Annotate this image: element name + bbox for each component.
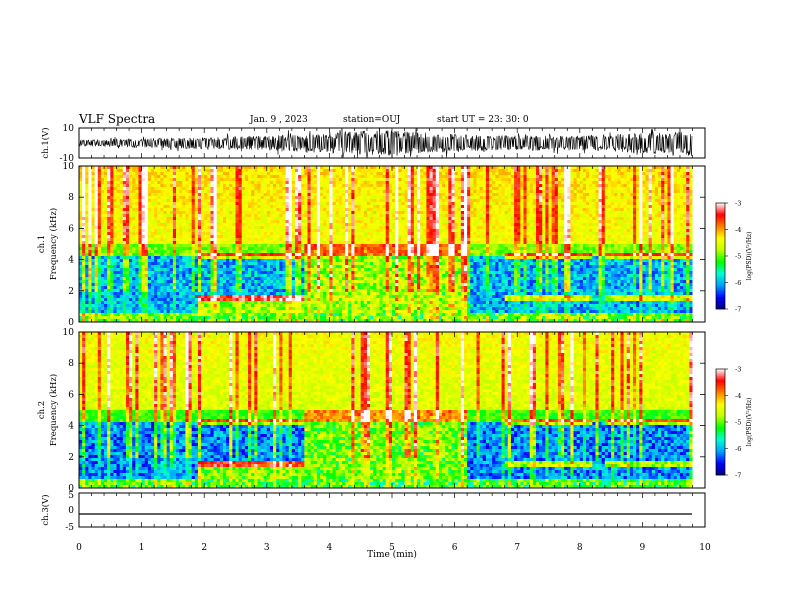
colorbar-tick-label: -6 [735,279,741,287]
colorbar-tick-label: -7 [735,472,741,480]
colorbar-tick-label: -3 [735,366,741,374]
spectrogram-ytick-label: 2 [68,287,74,297]
spectrogram-ytick-label: 4 [68,422,74,432]
ch2-spectrogram-ylabel-ch: ch.2 [37,401,47,419]
xaxis-label: Time (min) [367,549,417,560]
xaxis-tick-label: 8 [577,543,583,553]
spectrogram-ytick-label: 6 [68,390,74,400]
spectrogram-ytick-label: 8 [68,359,74,369]
spectrogram-ytick-label: 0 [68,318,74,328]
ch3-waveform-ylabel: ch.3(V) [40,494,51,525]
ch3-waveform-panel: 5 0 -5 ch.3(V) [40,491,705,533]
colorbar-label: log(PSD)(V²/Hz) [746,398,753,447]
xaxis-tick-label: 1 [139,543,145,553]
ch1-spectrogram-panel: 0 2 4 6 8 10 ch.1 Frequency (kHz) [37,162,705,328]
ch1-waveform-panel: 10 -10 ch.1(V) [40,124,705,164]
xaxis-tick-label: 9 [640,543,646,553]
colorbar-tick-label: -4 [735,392,741,400]
xaxis-tick-label: 7 [514,543,520,553]
spectrogram-ytick-label: 8 [68,193,74,203]
spectrogram-ytick-label: 6 [68,224,74,234]
spectrogram-ytick-label: 2 [68,453,74,463]
colorbar-tick-label: -5 [735,419,741,427]
xaxis-tick-label: 4 [327,543,333,553]
ch2-spectrogram-image [79,332,705,488]
ch3-ytick-bottom: -5 [65,523,74,533]
xaxis-tick-label: 10 [699,543,711,553]
ch2-colorbar: -3 -4 -5 -6 -7 log(PSD)(V²/Hz) [716,366,753,480]
ch1-ytick-top: 10 [63,124,75,134]
ch1-colorbar: -3 -4 -5 -6 -7 log(PSD)(V²/Hz) [716,200,753,314]
ch3-ytick-mid: 0 [68,506,74,516]
ch1-spectrogram-ylabel-ch: ch.1 [37,235,47,253]
colorbar-tick-label: -5 [735,253,741,261]
colorbar-tick-label: -7 [735,306,741,314]
colorbar-label: log(PSD)(V²/Hz) [746,232,753,281]
spectrogram-ytick-label: 10 [63,328,75,338]
xaxis-tick-label: 2 [201,543,207,553]
ch1-spectrogram-ylabel-freq: Frequency (kHz) [48,208,59,280]
spectrogram-ytick-label: 10 [63,162,75,172]
ch3-ytick-top: 5 [68,491,74,501]
header-date: Jan. 9 , 2023 [249,115,308,125]
xaxis-tick-label: 3 [264,543,270,553]
xaxis-tick-label: 0 [76,543,82,553]
xaxis-tick-label: 6 [452,543,458,553]
ch2-spectrogram-ylabel-freq: Frequency (kHz) [48,374,59,446]
colorbar-tick-label: -3 [735,200,741,208]
colorbar-tick-label: -4 [735,226,741,234]
ch3-waveform-frame [79,493,705,527]
ch1-spectrogram-image [79,166,705,322]
spectrogram-ytick-label: 4 [68,256,74,266]
ch1-waveform-ylabel: ch.1(V) [40,127,51,158]
header-station: station=OUJ [343,115,401,125]
header-start-time: start UT = 23: 30: 0 [437,115,529,125]
figure-title: VLF Spectra [78,112,155,126]
colorbar-tick-label: -6 [735,445,741,453]
